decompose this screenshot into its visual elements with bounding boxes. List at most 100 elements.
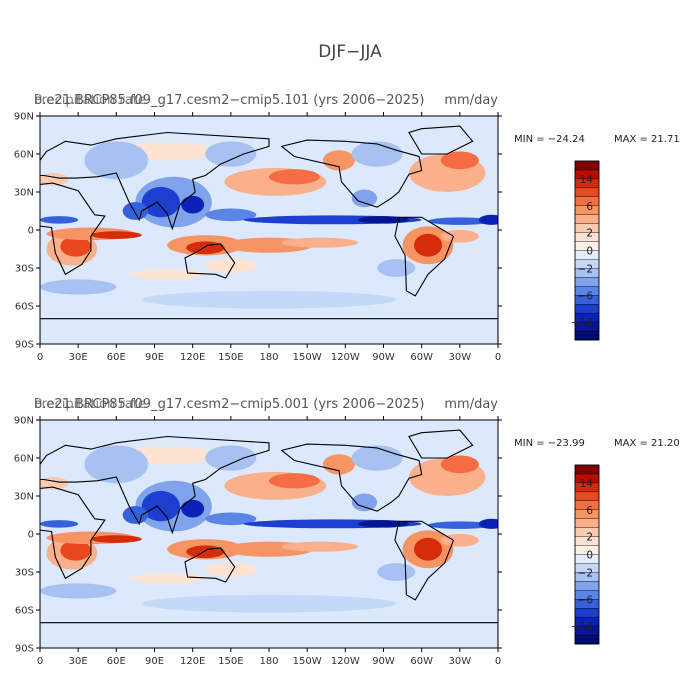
- colorbar-label: 0: [586, 246, 593, 258]
- y-tick-label: 60N: [14, 150, 34, 161]
- colorbar-label: −2: [578, 567, 593, 579]
- precip-field: [40, 116, 498, 344]
- y-tick-label: 90N: [14, 112, 34, 123]
- blob-mexico: [351, 493, 378, 512]
- blob-w-pacific: [205, 208, 257, 222]
- blob-indian-band: [90, 231, 142, 239]
- x-tick-label: 90E: [145, 352, 164, 363]
- x-tick-label: 90W: [372, 352, 395, 363]
- blob-africa-core: [60, 540, 91, 561]
- colorbar-label: 6: [586, 505, 593, 517]
- x-tick-label: 90E: [145, 656, 164, 667]
- x-tick-label: 30E: [69, 656, 88, 667]
- blob-itcz-atlantic: [428, 217, 492, 225]
- colorbar-label: −6: [578, 290, 594, 302]
- panel-units: mm/day: [444, 397, 498, 412]
- x-tick-label: 30W: [449, 656, 472, 667]
- blob-bay-of-bengal: [141, 490, 180, 522]
- coastline: [40, 486, 106, 580]
- blob-australia-n: [186, 545, 225, 559]
- colorbar-frame: [574, 160, 600, 341]
- panel-units: mm/day: [444, 93, 498, 108]
- y-tick-label: 30N: [14, 188, 34, 199]
- colorbar-segment: [574, 214, 600, 225]
- colorbar-segment: [574, 187, 600, 198]
- x-tick-label: 0: [37, 352, 43, 363]
- colorbar-segment: [574, 160, 600, 171]
- blob-mexico: [351, 189, 378, 208]
- blob-india: [122, 506, 149, 524]
- figure-title: DJF−JJA: [318, 42, 382, 62]
- blob-scs: [181, 195, 205, 214]
- blob-itcz-atlantic: [428, 521, 492, 529]
- blob-s-atlantic-storm: [40, 279, 117, 295]
- blob-se-pacific: [377, 259, 416, 277]
- coastline: [184, 547, 236, 583]
- y-tick-label: 0: [28, 226, 34, 237]
- colorbar-label: 6: [586, 201, 593, 213]
- coastline: [280, 443, 423, 512]
- y-tick-label: 30S: [15, 568, 34, 579]
- x-tick-label: 60E: [107, 656, 126, 667]
- blob-spcz-east: [281, 541, 359, 552]
- colorbar-label: −6: [578, 594, 594, 606]
- x-tick-label: 120W: [331, 352, 360, 363]
- x-tick-label: 60W: [410, 656, 433, 667]
- blob-sahel: [40, 520, 79, 528]
- x-tick-label: 90W: [372, 656, 395, 667]
- x-tick-label: 120E: [180, 352, 205, 363]
- x-tick-label: 150W: [293, 352, 322, 363]
- x-tick-label: 60W: [410, 352, 433, 363]
- colorbar-label: 0: [586, 550, 593, 562]
- colorbar-label: 14: [580, 478, 594, 490]
- x-tick-label: 0: [37, 656, 43, 667]
- coastline: [394, 520, 455, 601]
- x-tick-label: 150E: [218, 352, 243, 363]
- blob-south-indian: [129, 573, 206, 584]
- blob-n-pacific-core: [269, 169, 320, 185]
- blob-south-indian: [129, 269, 206, 280]
- coastline: [40, 435, 270, 535]
- blob-eurasia: [84, 445, 149, 484]
- y-tick-label: 60S: [15, 302, 34, 313]
- blob-ne-asia: [205, 141, 257, 167]
- x-tick-label: 0: [495, 656, 501, 667]
- blob-atlantic-s: [440, 534, 479, 547]
- blob-southern-ocean: [141, 290, 397, 309]
- blob-amazon-core: [414, 537, 443, 561]
- y-tick-label: 90N: [14, 416, 34, 427]
- min-label: MIN = −23.99: [514, 438, 585, 449]
- blob-atlantic-s: [440, 230, 479, 243]
- blob-eurasia: [84, 141, 149, 180]
- colorbar-label: 2: [586, 228, 593, 240]
- blob-indian-band: [90, 535, 142, 543]
- coastline: [40, 318, 498, 344]
- x-tick-label: 30E: [69, 352, 88, 363]
- blob-australia-n: [186, 241, 225, 255]
- colorbar-segment: [574, 518, 600, 529]
- max-label: MAX = 21.20: [614, 438, 680, 449]
- blob-n-atlantic-core: [440, 151, 479, 170]
- x-tick-label: 60E: [107, 352, 126, 363]
- x-tick-label: 0: [495, 352, 501, 363]
- panel-variable: Precipitation rate: [34, 93, 146, 108]
- blob-w-pacific: [205, 512, 257, 526]
- colorbar-label: −2: [578, 263, 593, 275]
- colorbar-label: 2: [586, 532, 593, 544]
- colorbar-frame: [574, 464, 600, 645]
- x-tick-label: 150W: [293, 656, 322, 667]
- blob-tasman: [205, 257, 257, 274]
- y-tick-label: 30N: [14, 492, 34, 503]
- coastline: [280, 139, 423, 208]
- blob-scs: [181, 499, 205, 518]
- precip-field: [40, 420, 498, 648]
- blob-canada: [351, 445, 403, 471]
- blob-se-pacific: [377, 563, 416, 581]
- x-tick-label: 30W: [449, 352, 472, 363]
- y-tick-label: 0: [28, 530, 34, 541]
- blob-southern-ocean: [141, 594, 397, 613]
- x-tick-label: 150E: [218, 656, 243, 667]
- x-tick-label: 120E: [180, 656, 205, 667]
- colorbar-segment: [574, 277, 600, 287]
